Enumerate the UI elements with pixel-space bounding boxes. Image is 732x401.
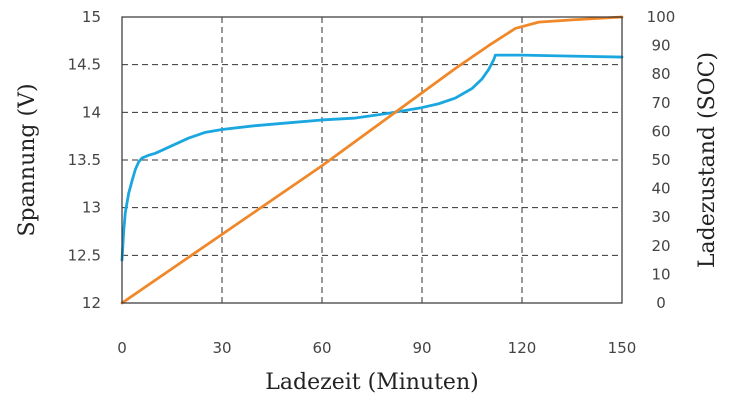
y-right-tick-label: 10 xyxy=(651,265,670,283)
y-right-axis-title: Ladezustand (SOC) xyxy=(695,52,720,268)
y-left-tick-label: 13 xyxy=(82,199,101,217)
y-right-tick-label: 80 xyxy=(651,65,670,83)
y-right-tick-label: 50 xyxy=(651,151,670,169)
plot-frame xyxy=(121,16,623,304)
y-right-tick-labels: 0 10 20 30 40 50 60 70 80 90 100 xyxy=(647,8,676,312)
x-tick-label: 150 xyxy=(608,339,637,357)
x-tick-label: 90 xyxy=(412,339,431,357)
soc-line xyxy=(120,15,624,305)
x-tick-label: 120 xyxy=(508,339,537,357)
y-right-tick-label: 90 xyxy=(651,37,670,55)
y-left-tick-labels: 12 12.5 13 13.5 14 14.5 15 xyxy=(68,8,101,312)
x-tick-label: 60 xyxy=(312,339,331,357)
x-tick-labels: 0 30 60 90 120 150 xyxy=(117,339,636,357)
x-tick-label: 30 xyxy=(212,339,231,357)
grid-lines xyxy=(122,17,622,303)
y-left-tick-label: 12 xyxy=(82,294,101,312)
y-left-tick-label: 12.5 xyxy=(68,246,101,264)
y-right-tick-label: 20 xyxy=(651,237,670,255)
y-left-tick-label: 14.5 xyxy=(68,56,101,74)
y-left-tick-label: 15 xyxy=(82,8,101,26)
y-right-tick-label: 40 xyxy=(651,180,670,198)
y-left-tick-label: 14 xyxy=(82,103,101,121)
y-left-tick-label: 13.5 xyxy=(68,151,101,169)
y-right-tick-label: 60 xyxy=(651,122,670,140)
y-right-tick-label: 30 xyxy=(651,208,670,226)
y-right-tick-label: 100 xyxy=(647,8,676,26)
series-lines xyxy=(120,15,624,305)
x-tick-label: 0 xyxy=(117,339,127,357)
x-axis-title: Ladezeit (Minuten) xyxy=(265,370,478,395)
voltage-line xyxy=(120,53,624,262)
y-right-tick-label: 0 xyxy=(656,294,666,312)
y-left-axis-title: Spannung (V) xyxy=(15,83,40,236)
y-right-tick-label: 70 xyxy=(651,94,670,112)
